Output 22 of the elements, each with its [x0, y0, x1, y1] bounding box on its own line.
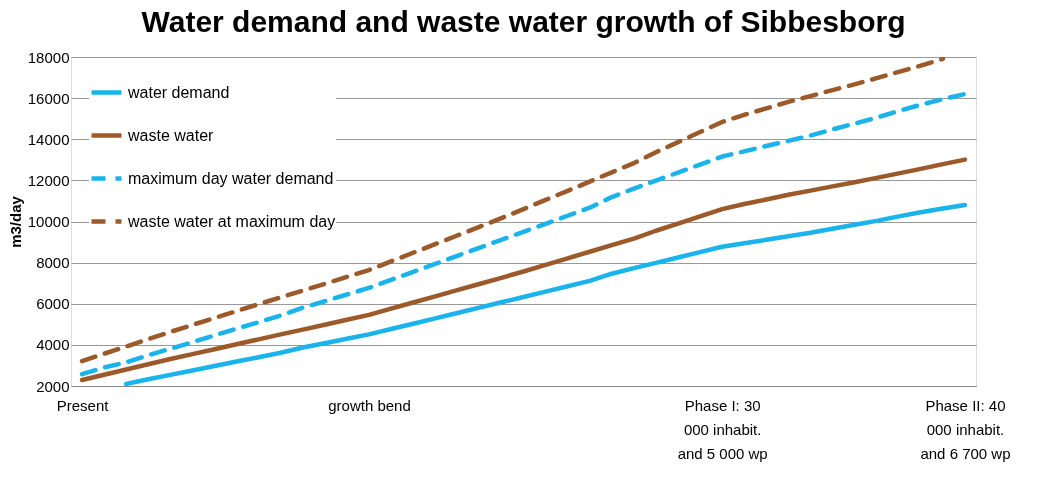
legend-label: waste water at maximum day: [127, 212, 336, 230]
y-axis-title: m3/day: [6, 195, 24, 248]
y-tick-label: 14000: [27, 130, 70, 148]
legend-label: water demand: [127, 83, 230, 101]
y-tick-label: 4000: [36, 336, 70, 354]
x-tick-label: Phase I: 30 000 inhabit. and 5 000 wp: [677, 396, 768, 462]
y-tick-label: 8000: [36, 254, 70, 272]
legend-label: maximum day water demand: [128, 169, 334, 187]
x-tick-label: Phase II: 40 000 inhabit. and 6 700 wp: [920, 396, 1011, 462]
y-tick-label: 16000: [27, 89, 70, 107]
y-tick-label: 18000: [27, 48, 70, 66]
line-series: [123, 202, 968, 386]
legend-label: waste water: [127, 126, 215, 144]
y-tick-label: 12000: [27, 171, 70, 189]
line-series: [79, 57, 946, 364]
y-tick-label: 2000: [36, 377, 70, 395]
x-tick-label: Present: [56, 396, 110, 414]
y-tick-label: 10000: [27, 213, 70, 230]
line-series: [79, 157, 968, 383]
x-tick-label: growth bend: [328, 396, 411, 414]
chart-title: Water demand and waste water growth of Sibbesborg: [141, 5, 906, 38]
y-tick-label: 6000: [36, 295, 70, 313]
